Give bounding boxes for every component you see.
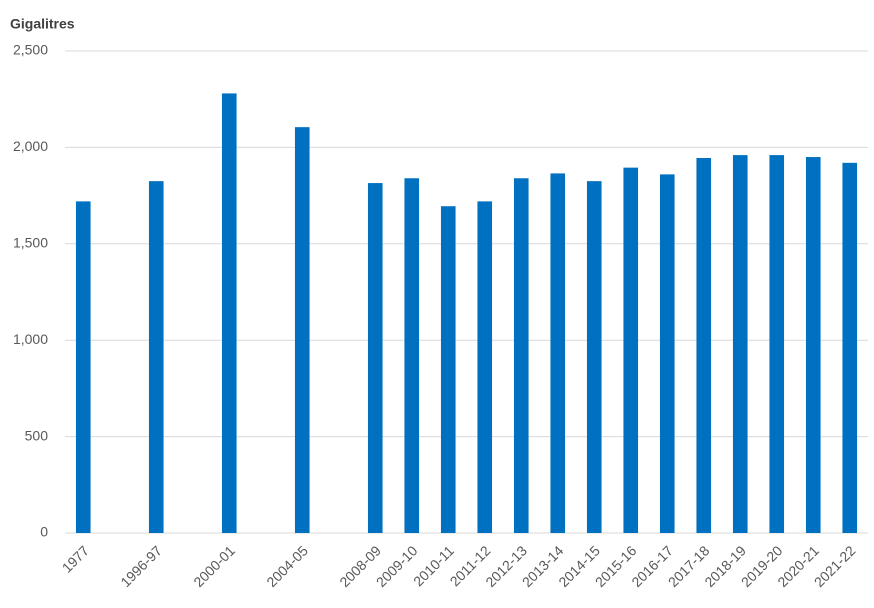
bar bbox=[148, 181, 164, 533]
bar bbox=[75, 201, 91, 533]
bar bbox=[513, 178, 529, 534]
bar bbox=[769, 155, 785, 533]
bar bbox=[550, 173, 566, 534]
x-tick-label: 2000-01 bbox=[190, 542, 238, 590]
y-axis-label: Gigalitres bbox=[10, 16, 75, 32]
y-tick-label: 1,500 bbox=[13, 235, 48, 251]
y-tick-label: 1,000 bbox=[13, 331, 48, 347]
y-tick-label: 2,500 bbox=[13, 42, 48, 58]
x-tick-label: 1977 bbox=[59, 542, 92, 575]
bar bbox=[477, 201, 493, 533]
bar bbox=[404, 178, 420, 534]
bar bbox=[367, 183, 383, 533]
bar bbox=[586, 181, 602, 533]
bar bbox=[659, 174, 675, 533]
y-tick-label: 0 bbox=[40, 524, 48, 540]
bar bbox=[623, 167, 639, 534]
y-tick-label: 500 bbox=[25, 427, 49, 443]
x-tick-label: 2021-22 bbox=[811, 542, 859, 590]
x-tick-label: 2009-10 bbox=[373, 542, 421, 590]
bar bbox=[696, 158, 712, 533]
x-tick-label: 1996-97 bbox=[117, 542, 165, 590]
bar bbox=[294, 127, 310, 533]
bar bbox=[732, 155, 748, 533]
x-tick-label: 2004-05 bbox=[263, 542, 311, 590]
bar bbox=[805, 157, 821, 534]
y-tick-label: 2,000 bbox=[13, 138, 48, 154]
bar bbox=[842, 162, 858, 533]
bar bbox=[440, 206, 456, 534]
bar bbox=[221, 93, 237, 533]
